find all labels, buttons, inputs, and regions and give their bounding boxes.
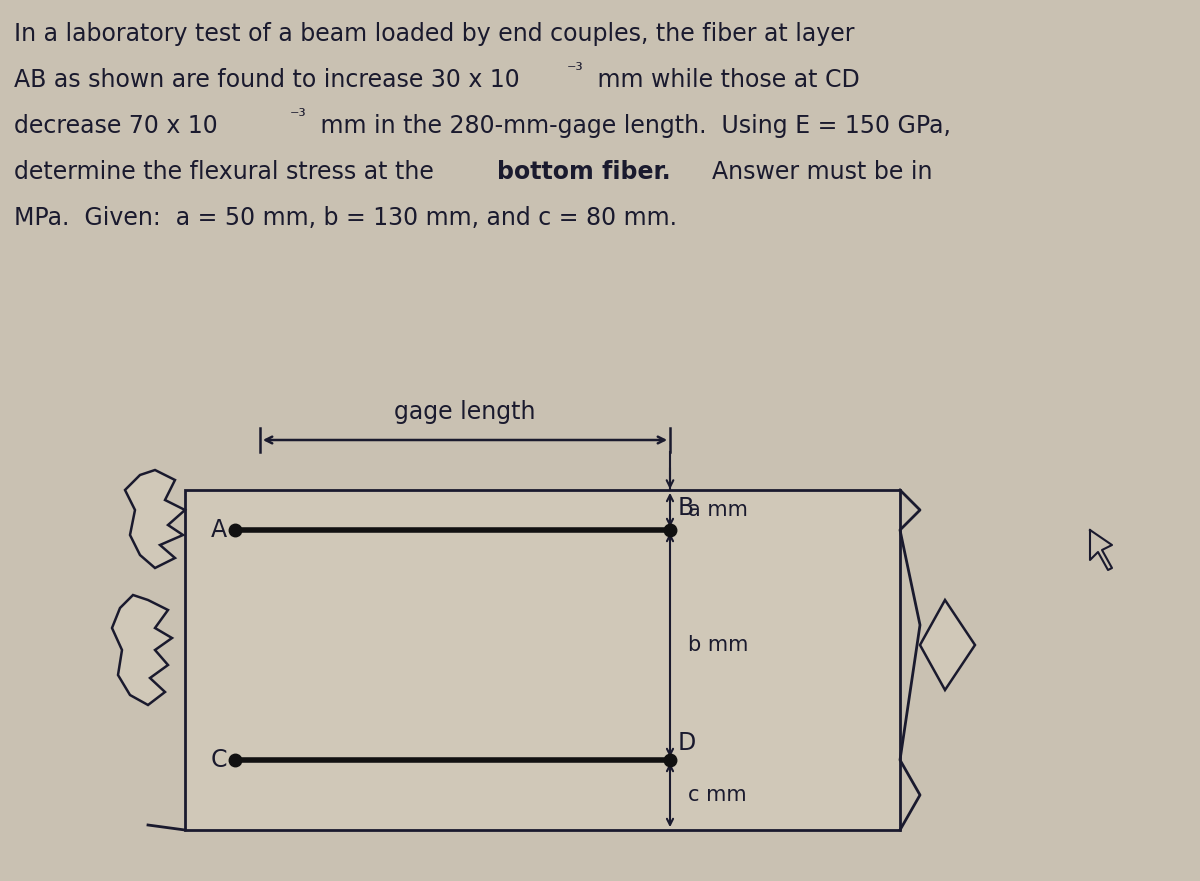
Text: B: B <box>678 496 695 520</box>
Text: determine the flexural stress at the: determine the flexural stress at the <box>14 160 442 184</box>
Text: ⁻³: ⁻³ <box>290 108 307 126</box>
Text: mm in the 280-mm-gage length.  Using E = 150 GPa,: mm in the 280-mm-gage length. Using E = … <box>313 114 950 138</box>
Polygon shape <box>920 600 974 690</box>
Text: b mm: b mm <box>688 635 749 655</box>
Text: AB as shown are found to increase 30 x 10: AB as shown are found to increase 30 x 1… <box>14 68 520 92</box>
Text: D: D <box>678 731 696 755</box>
Polygon shape <box>1090 530 1112 570</box>
Bar <box>185 490 900 830</box>
Text: c mm: c mm <box>688 785 746 805</box>
Text: ⁻³: ⁻³ <box>568 62 583 80</box>
Text: a mm: a mm <box>688 500 748 520</box>
Text: In a laboratory test of a beam loaded by end couples, the fiber at layer: In a laboratory test of a beam loaded by… <box>14 22 854 46</box>
Text: bottom fiber.: bottom fiber. <box>497 160 671 184</box>
Text: C: C <box>210 748 227 772</box>
Polygon shape <box>112 595 172 705</box>
Text: gage length: gage length <box>395 400 535 424</box>
Text: decrease 70 x 10: decrease 70 x 10 <box>14 114 217 138</box>
Polygon shape <box>125 470 185 568</box>
Text: MPa.  Given:  a = 50 mm, b = 130 mm, and c = 80 mm.: MPa. Given: a = 50 mm, b = 130 mm, and c… <box>14 206 677 230</box>
Text: Answer must be in: Answer must be in <box>697 160 932 184</box>
Text: mm while those at CD: mm while those at CD <box>590 68 859 92</box>
Text: A: A <box>211 518 227 542</box>
